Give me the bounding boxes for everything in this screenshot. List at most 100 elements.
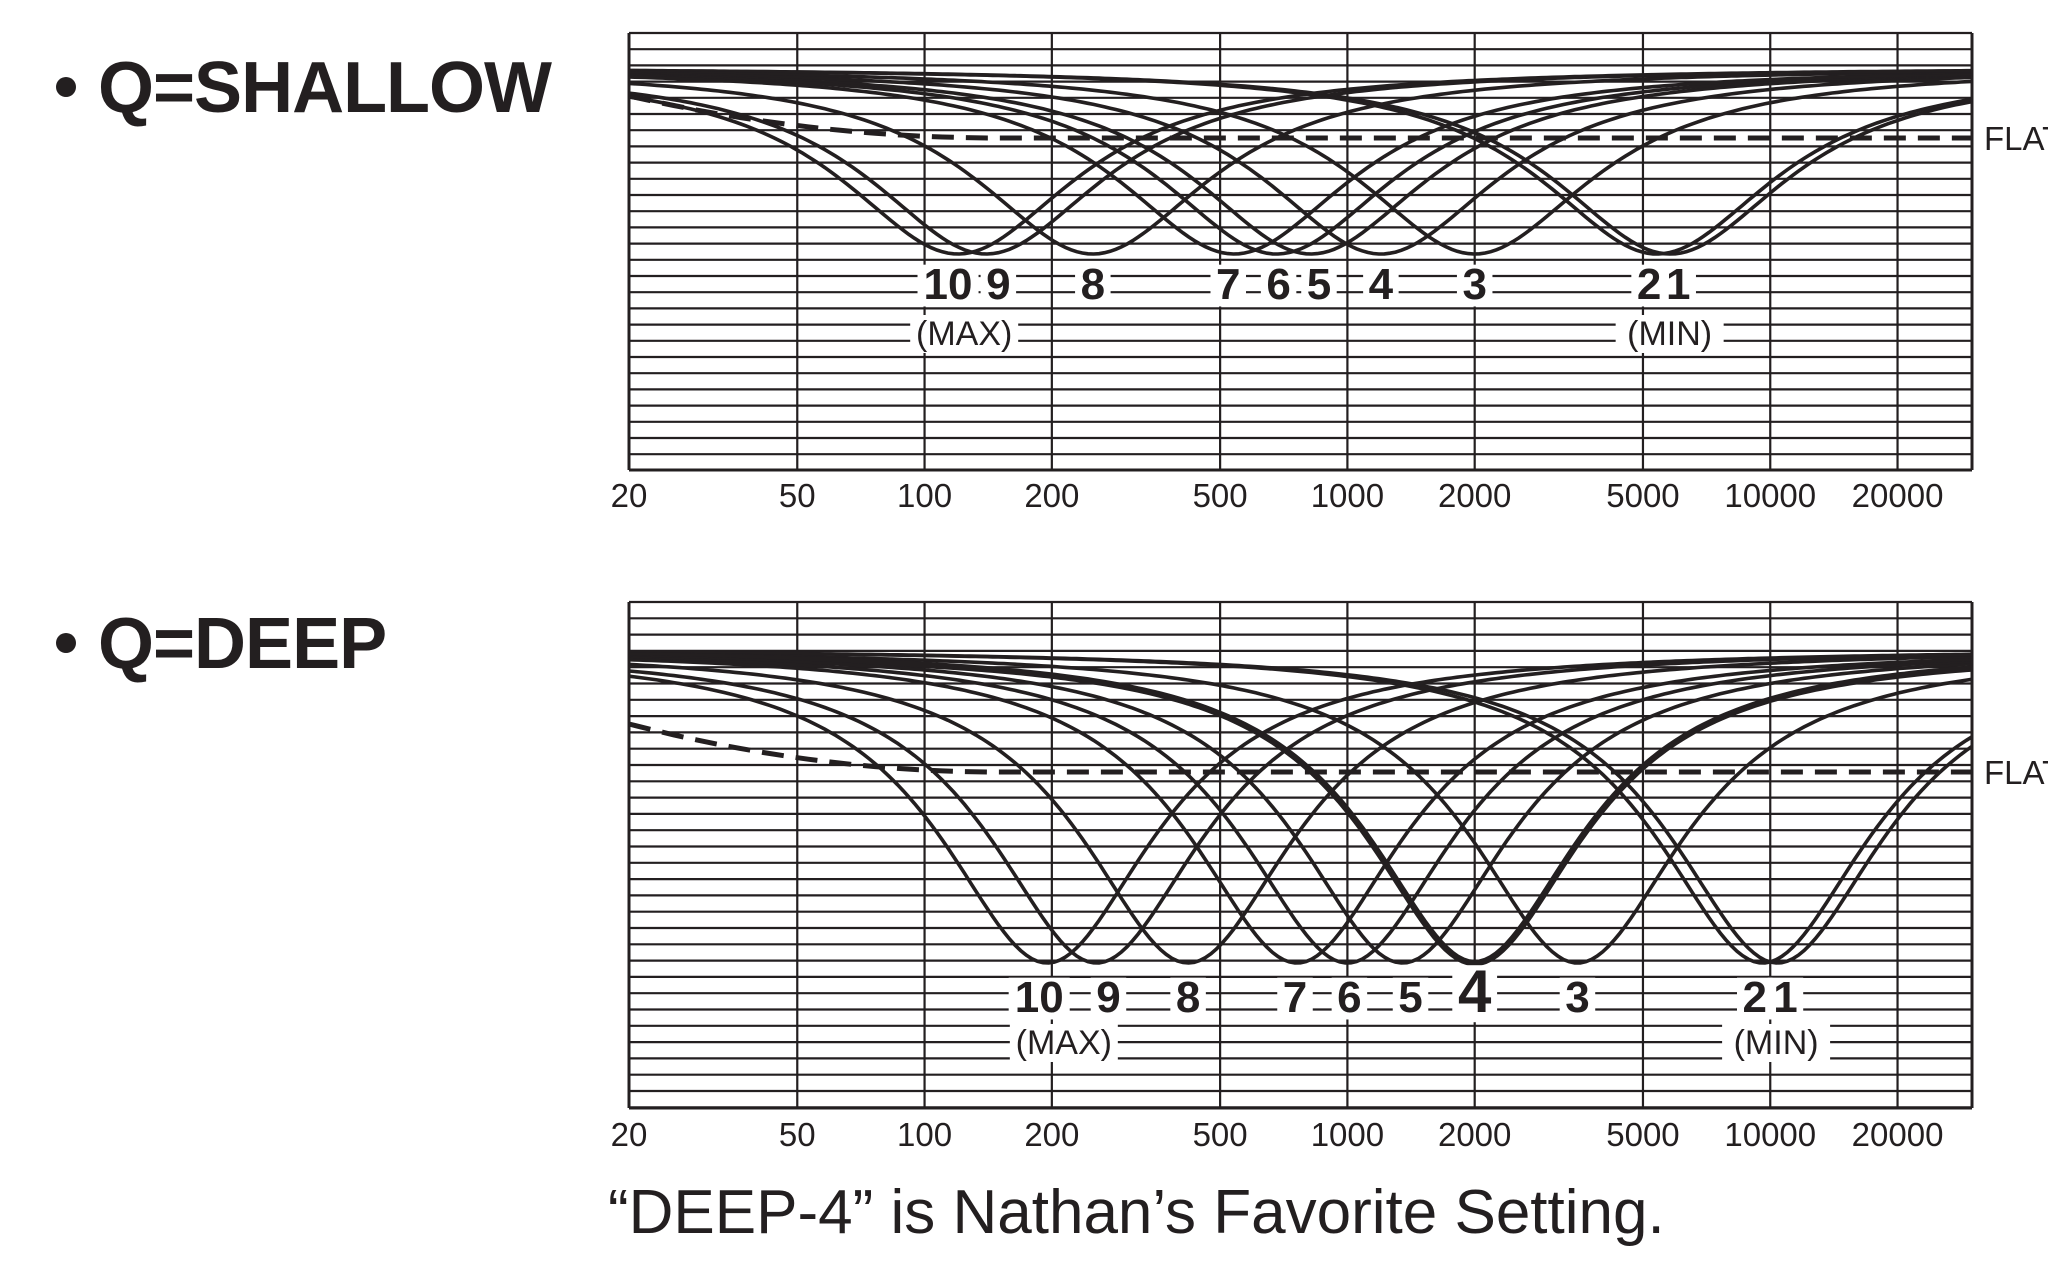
notch-curve-10 [628, 68, 1972, 256]
series-label-bg [1767, 977, 1804, 1020]
series-label-bg [1456, 264, 1493, 307]
deep-title-text: Q=DEEP [98, 604, 387, 684]
x-tick-label: 500 [1193, 477, 1248, 514]
bullet-icon [56, 632, 76, 653]
x-tick-label: 20 [611, 1116, 648, 1153]
series-label-bg [1392, 977, 1429, 1020]
x-tick-label: 5000 [1606, 1116, 1679, 1153]
shallow-section-title: Q=SHALLOW [56, 52, 552, 124]
series-label-7: 7 [1216, 260, 1240, 309]
series-label-10: 10 [1015, 973, 1064, 1022]
notch-curve-4 [628, 71, 1973, 256]
notch-curve-4 [628, 652, 1973, 967]
series-label-bg [1559, 977, 1596, 1020]
notch-curve-3 [629, 70, 1973, 256]
x-tick-label: 1000 [1311, 477, 1384, 514]
shallow-title-text: Q=SHALLOW [98, 48, 552, 128]
series-label-bg [1301, 264, 1337, 307]
series-label-1: 1 [1773, 973, 1797, 1022]
x-tick-label: 5000 [1606, 477, 1679, 514]
series-label-bg [1736, 977, 1773, 1020]
notch-curve-6 [628, 72, 1973, 256]
series-label-bg [1631, 264, 1667, 307]
min-annotation-bg [1615, 315, 1724, 353]
series-label-bg [1277, 977, 1313, 1020]
flat-label: FLAT [1984, 754, 2048, 791]
deep-section-title: Q=DEEP [56, 608, 387, 680]
series-label-bg [1452, 965, 1498, 1023]
x-tick-label: 100 [897, 477, 952, 514]
series-label-9: 9 [1096, 973, 1120, 1022]
series-label-2: 2 [1637, 260, 1661, 309]
notch-curves [628, 68, 1973, 256]
series-label-bg [1090, 977, 1127, 1020]
caption: “DEEP-4” is Nathan’s Favorite Setting. [608, 1178, 1665, 1247]
notch-curve-7 [628, 657, 1973, 965]
flat-label: FLAT [1984, 120, 2048, 157]
notch-curve-2 [629, 650, 1973, 965]
series-label-bg [1363, 264, 1399, 307]
notch-curve-8 [628, 654, 1973, 965]
x-tick-label: 20000 [1852, 1116, 1944, 1153]
notch-curve-10 [628, 652, 1973, 965]
series-label-6: 6 [1337, 973, 1361, 1022]
min-annotation-bg [1722, 1024, 1831, 1062]
notch-curve-2 [629, 68, 1973, 256]
x-tick-label: 50 [779, 477, 816, 514]
notch-curve-8 [628, 70, 1972, 256]
min-annotation: (MIN) [1627, 315, 1712, 353]
x-tick-label: 2000 [1438, 1116, 1511, 1153]
x-tick-label: 20 [611, 477, 648, 514]
flat-response-dashed-line [628, 93, 1972, 141]
x-tick-label: 100 [897, 1116, 952, 1153]
series-label-bg [1210, 264, 1247, 307]
min-annotation: (MIN) [1734, 1024, 1819, 1062]
x-tick-label: 200 [1024, 1116, 1079, 1153]
series-label-bg [1075, 264, 1111, 307]
notch-curves [628, 650, 1974, 967]
bullet-icon [56, 76, 76, 97]
series-label-bg [1170, 977, 1206, 1020]
x-tick-label: 20000 [1852, 477, 1944, 514]
series-label-2: 2 [1743, 973, 1767, 1022]
series-label-bg [1260, 264, 1297, 307]
max-annotation-bg [910, 315, 1019, 353]
x-tick-label: 10000 [1724, 477, 1816, 514]
x-tick-label: 2000 [1438, 477, 1511, 514]
shallow-q-chart: 20 50 100 200 500 1000 2000 5000 10000 20000 FLAT 1… [611, 31, 2048, 514]
notch-curve-3 [628, 652, 1973, 965]
series-label-9: 9 [986, 260, 1010, 309]
x-tick-label: 500 [1193, 1116, 1248, 1153]
series-label-8: 8 [1081, 260, 1105, 309]
series-label-5: 5 [1398, 973, 1422, 1022]
notch-curve-6 [628, 656, 1973, 965]
notch-curve-5 [628, 655, 1973, 965]
series-label-10: 10 [924, 260, 973, 309]
notch-curve-5 [628, 73, 1973, 256]
series-label-bg [917, 264, 979, 307]
max-annotation: (MAX) [1016, 1024, 1112, 1062]
series-label-bg [980, 264, 1017, 307]
series-label-5: 5 [1307, 260, 1331, 309]
flat-response-dashed-line [628, 721, 1972, 775]
series-label-3: 3 [1462, 260, 1486, 309]
x-tick-labels: 20 50 100 200 500 1000 2000 5000 10000 20000 [611, 477, 1944, 514]
x-tick-labels: 20 50 100 200 500 1000 2000 5000 10000 20000 [611, 1116, 1944, 1153]
max-annotation-bg [1009, 1024, 1118, 1062]
notch-curve-7 [628, 72, 1973, 256]
series-label-4: 4 [1458, 958, 1492, 1025]
deep-q-chart: 20 50 100 200 500 1000 2000 5000 10000 20000 FLAT 1… [611, 600, 2048, 1153]
series-label-bg [1008, 977, 1070, 1020]
x-tick-label: 50 [779, 1116, 816, 1153]
series-label-8: 8 [1176, 973, 1200, 1022]
series-label-7: 7 [1283, 973, 1307, 1022]
x-tick-label: 1000 [1311, 1116, 1384, 1153]
x-tick-label: 200 [1024, 477, 1079, 514]
series-label-bg [1331, 977, 1368, 1020]
series-label-3: 3 [1565, 973, 1589, 1022]
max-annotation: (MAX) [916, 315, 1012, 353]
series-label-6: 6 [1266, 260, 1290, 309]
series-label-1: 1 [1666, 260, 1690, 309]
